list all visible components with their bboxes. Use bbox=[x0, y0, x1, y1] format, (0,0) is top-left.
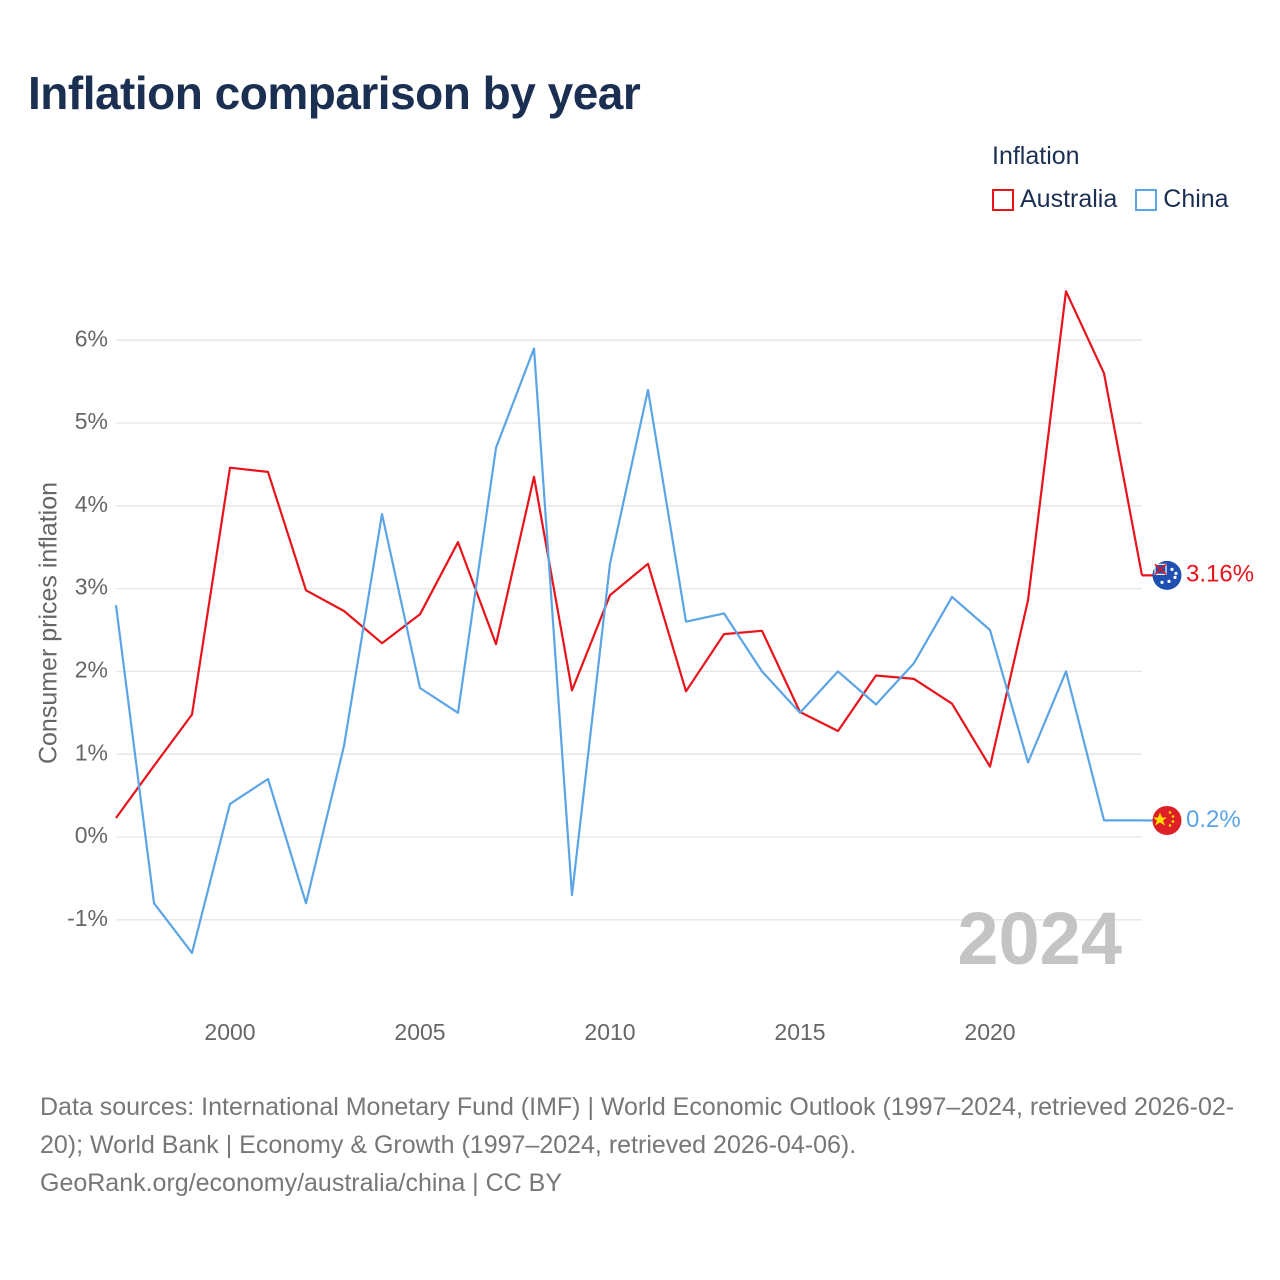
legend-item-china[interactable]: China bbox=[1135, 185, 1229, 214]
y-tick-label: 5% bbox=[75, 408, 108, 434]
y-tick-label: -1% bbox=[67, 905, 108, 931]
end-value-label-china: 0.2% bbox=[1186, 806, 1241, 833]
x-tick-label: 2010 bbox=[584, 1019, 635, 1045]
chart-title: Inflation comparison by year bbox=[28, 67, 641, 119]
x-tick-label: 2005 bbox=[394, 1019, 445, 1045]
data-sources-footer: Data sources: International Monetary Fun… bbox=[40, 1088, 1250, 1202]
legend-title: Inflation bbox=[992, 142, 1080, 170]
y-tick-label: 6% bbox=[75, 325, 108, 351]
y-tick-label: 0% bbox=[75, 822, 108, 848]
legend-item-australia[interactable]: Australia bbox=[992, 185, 1117, 214]
sources-text: Data sources: International Monetary Fun… bbox=[40, 1093, 1235, 1159]
y-axis-label: Consumer prices inflation bbox=[35, 482, 63, 764]
x-tick-label: 2015 bbox=[774, 1019, 825, 1045]
legend-swatch-china bbox=[1135, 188, 1158, 211]
legend-label-australia: Australia bbox=[1020, 185, 1118, 213]
y-tick-label: 3% bbox=[75, 574, 108, 600]
end-value-label-australia: 3.16% bbox=[1186, 561, 1254, 588]
series-line-australia[interactable] bbox=[115, 290, 1144, 819]
china-flag-icon bbox=[1152, 805, 1182, 835]
y-tick-label: 4% bbox=[75, 491, 108, 517]
x-tick-label: 2000 bbox=[204, 1019, 255, 1045]
y-tick-label: 1% bbox=[75, 739, 108, 765]
legend: Inflation Australia China bbox=[992, 142, 1247, 214]
australia-flag-icon bbox=[1152, 560, 1182, 590]
legend-swatch-australia bbox=[992, 188, 1014, 211]
legend-label-china: China bbox=[1163, 185, 1229, 213]
y-tick-label: 2% bbox=[75, 656, 108, 682]
year-watermark: 2024 bbox=[957, 897, 1122, 980]
x-tick-label: 2020 bbox=[964, 1019, 1015, 1045]
sources-link[interactable]: GeoRank.org/economy/australia/china | CC… bbox=[40, 1169, 563, 1197]
series-line-china[interactable] bbox=[114, 347, 1142, 955]
